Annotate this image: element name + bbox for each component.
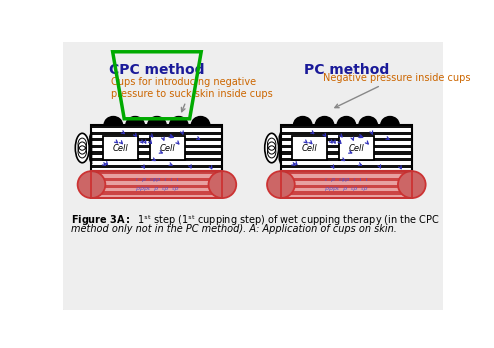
FancyBboxPatch shape xyxy=(61,40,445,311)
Bar xyxy=(91,171,222,198)
Bar xyxy=(91,178,222,181)
Ellipse shape xyxy=(398,171,426,198)
Polygon shape xyxy=(338,117,355,125)
Bar xyxy=(281,125,412,128)
Polygon shape xyxy=(170,117,187,125)
Bar xyxy=(281,165,412,168)
Text: PC method: PC method xyxy=(304,63,389,77)
Bar xyxy=(91,125,222,171)
Ellipse shape xyxy=(78,171,105,198)
Bar xyxy=(281,158,412,161)
Bar xyxy=(281,148,412,151)
Bar xyxy=(150,136,185,160)
Bar xyxy=(91,141,222,145)
Text: ρρρι  ρ  ιρ  ιρ: ρρρι ρ ιρ ιρ xyxy=(325,186,368,191)
Text: Cell: Cell xyxy=(349,143,365,152)
Bar xyxy=(91,132,222,135)
Bar xyxy=(281,138,412,141)
Bar xyxy=(91,168,222,171)
Bar xyxy=(281,125,412,171)
Bar xyxy=(91,184,222,188)
Bar xyxy=(281,125,412,171)
Bar xyxy=(281,128,412,132)
Bar xyxy=(281,141,412,145)
Text: method only not in the PC method). A: Application of cups on skin.: method only not in the PC method). A: Ap… xyxy=(71,224,397,234)
Bar xyxy=(91,135,222,138)
Polygon shape xyxy=(192,117,209,125)
Bar xyxy=(292,136,327,160)
Text: Cell: Cell xyxy=(113,143,128,152)
Bar xyxy=(91,165,222,168)
Text: $\mathbf{Figure\ 3A:}$  1ˢᵗ step (1ˢᵗ cupping step) of wet cupping therapy (in t: $\mathbf{Figure\ 3A:}$ 1ˢᵗ step (1ˢᵗ cup… xyxy=(71,213,440,228)
Bar xyxy=(281,171,412,198)
Text: Cups for introducing negative
pressure to suck skin inside cups: Cups for introducing negative pressure t… xyxy=(111,77,273,112)
Bar xyxy=(281,132,412,135)
Bar xyxy=(281,151,412,155)
Text: CPC method: CPC method xyxy=(109,63,205,77)
Bar xyxy=(281,168,412,171)
Polygon shape xyxy=(360,117,376,125)
Bar xyxy=(281,191,412,195)
Polygon shape xyxy=(316,117,333,125)
Bar xyxy=(91,151,222,155)
Bar xyxy=(281,174,412,178)
Bar xyxy=(91,138,222,141)
Polygon shape xyxy=(126,117,144,125)
Polygon shape xyxy=(294,117,311,125)
Polygon shape xyxy=(105,117,122,125)
Bar xyxy=(281,161,412,165)
Bar xyxy=(91,174,222,178)
Bar xyxy=(281,184,412,188)
Polygon shape xyxy=(279,132,281,164)
Bar xyxy=(91,145,222,148)
Ellipse shape xyxy=(208,171,236,198)
Bar xyxy=(281,188,412,191)
Bar xyxy=(91,171,222,174)
Polygon shape xyxy=(381,117,399,125)
Bar xyxy=(91,125,222,171)
Bar xyxy=(91,191,222,195)
Text: ι  ρ  ιφρ  ι  ι  ι: ι ρ ιφρ ι ι ι xyxy=(135,177,178,182)
Ellipse shape xyxy=(75,133,89,163)
Bar xyxy=(91,188,222,191)
Bar xyxy=(91,125,222,128)
Ellipse shape xyxy=(267,171,295,198)
Bar xyxy=(91,158,222,161)
Bar xyxy=(281,171,412,198)
Bar xyxy=(281,135,412,138)
Bar xyxy=(281,145,412,148)
Text: ι  ρ  ιφρ  ι  ι  ι: ι ρ ιφρ ι ι ι xyxy=(325,177,368,182)
Bar xyxy=(281,155,412,158)
Text: Cell: Cell xyxy=(302,143,318,152)
Text: Negative pressure inside cups: Negative pressure inside cups xyxy=(323,73,471,108)
Bar xyxy=(281,195,412,198)
Polygon shape xyxy=(90,132,91,164)
Bar xyxy=(91,128,222,132)
Bar xyxy=(339,136,374,160)
Bar xyxy=(91,181,222,184)
Bar xyxy=(91,155,222,158)
Ellipse shape xyxy=(265,133,279,163)
Text: Cell: Cell xyxy=(160,143,175,152)
Bar xyxy=(281,171,412,174)
Text: ρρρι  ρ  ιρ  ιρ: ρρρι ρ ιρ ιρ xyxy=(136,186,178,191)
Bar xyxy=(281,178,412,181)
Bar xyxy=(91,195,222,198)
Bar xyxy=(91,148,222,151)
Bar xyxy=(281,181,412,184)
Bar xyxy=(103,136,138,160)
Bar xyxy=(91,171,222,198)
Polygon shape xyxy=(149,117,165,125)
Bar xyxy=(91,161,222,165)
